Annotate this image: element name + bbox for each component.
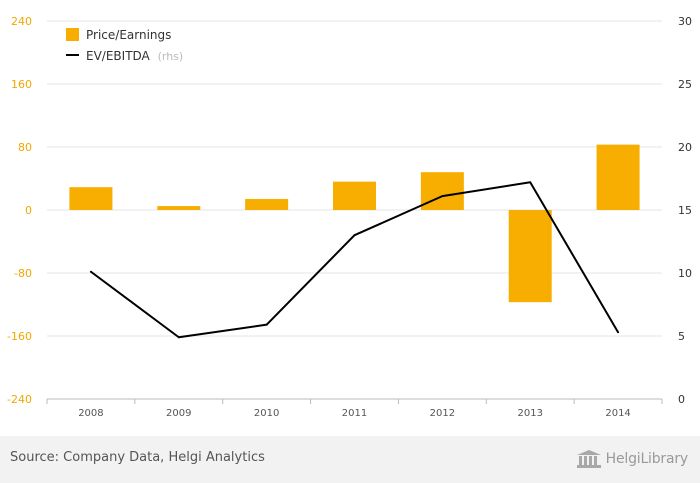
x-tick-label: 2014: [605, 408, 630, 419]
right-axis-ticks: 30 25 20 15 10 5 0: [678, 15, 692, 406]
x-tick-label: 2010: [254, 408, 279, 419]
left-tick-label: 0: [25, 204, 32, 217]
helgi-library-logo: HelgiLibrary: [576, 447, 688, 471]
bar-2012: [420, 172, 464, 210]
bar-2013: [508, 210, 552, 303]
legend-swatch-price-earnings: [66, 28, 79, 41]
ev-ebitda-point-2012: [441, 195, 444, 198]
left-tick-label: -160: [7, 330, 32, 343]
x-axis-ticks: 2008 2009 2010 2011 2012 2013 2014: [78, 408, 631, 419]
right-tick-label: 30: [678, 15, 692, 28]
left-axis-ticks: 240 160 80 0 -80 -160 -240: [7, 15, 32, 406]
right-tick-label: 5: [678, 330, 685, 343]
legend-note-rhs: (rhs): [158, 50, 184, 63]
right-tick-label: 25: [678, 78, 692, 91]
legend-label-price-earnings: Price/Earnings: [86, 28, 171, 42]
right-tick-label: 15: [678, 204, 692, 217]
bar-2014: [596, 144, 640, 210]
right-tick-label: 0: [678, 393, 685, 406]
right-tick-label: 20: [678, 141, 692, 154]
ev-ebitda-line-layer: [89, 181, 620, 339]
source-text: Source: Company Data, Helgi Analytics: [10, 450, 265, 465]
footer: Source: Company Data, Helgi Analytics He…: [0, 436, 700, 483]
x-tick-label: 2012: [430, 408, 455, 419]
left-tick-label: -80: [14, 267, 32, 280]
legend: Price/Earnings EV/EBITDA (rhs): [66, 28, 183, 63]
ev-ebitda-point-2013: [529, 181, 532, 184]
left-tick-label: -240: [7, 393, 32, 406]
right-tick-label: 10: [678, 267, 692, 280]
x-tick-label: 2008: [78, 408, 103, 419]
ev-ebitda-point-2011: [353, 234, 356, 237]
x-axis: [46, 398, 663, 404]
legend-label-ev-ebitda-text: EV/EBITDA: [86, 49, 151, 63]
logo-text: HelgiLibrary: [605, 451, 689, 467]
left-tick-label: 160: [11, 78, 32, 91]
ev-ebitda-point-2009: [177, 336, 180, 339]
x-tick-label: 2013: [517, 408, 542, 419]
bar-2010: [245, 198, 289, 210]
price-earnings-bars: [69, 144, 640, 303]
ev-ebitda-point-2014: [617, 331, 620, 334]
x-tick-label: 2011: [342, 408, 367, 419]
bar-2009: [157, 206, 201, 210]
ev-ebitda-point-2010: [265, 323, 268, 326]
left-tick-label: 240: [11, 15, 32, 28]
x-tick-label: 2009: [166, 408, 191, 419]
library-building-icon: [576, 450, 601, 468]
ev-ebitda-point-2008: [89, 270, 92, 273]
legend-label-ev-ebitda: EV/EBITDA (rhs): [86, 49, 183, 63]
left-tick-label: 80: [18, 141, 32, 154]
bar-2008: [69, 187, 113, 210]
bar-2011: [333, 181, 376, 210]
